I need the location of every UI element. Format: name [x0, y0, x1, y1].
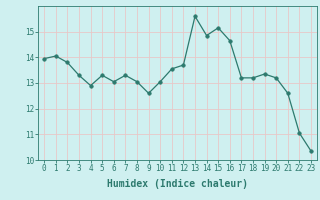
- X-axis label: Humidex (Indice chaleur): Humidex (Indice chaleur): [107, 179, 248, 189]
